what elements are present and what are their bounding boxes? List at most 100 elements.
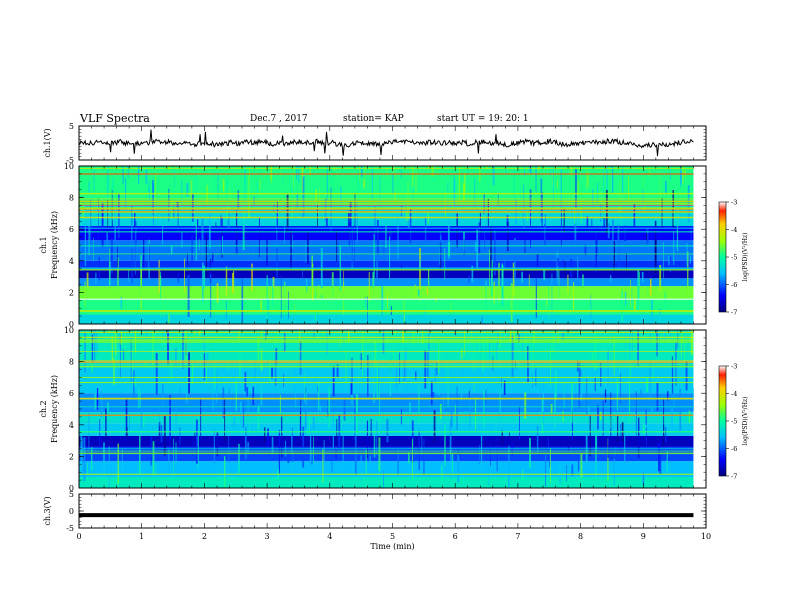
spectrogram-line — [79, 216, 694, 219]
spectrogram-streak — [308, 418, 311, 435]
spectrogram-streak — [625, 330, 626, 363]
spectrogram-streak — [680, 171, 682, 184]
spectrogram-streak — [203, 265, 206, 289]
spectrogram-streak — [186, 391, 188, 404]
spectrogram-streak — [522, 470, 524, 483]
spectrogram-streak — [436, 362, 438, 376]
spectrogram-streak — [431, 166, 434, 177]
spectrogram-streak — [577, 180, 580, 195]
spectrogram-streak — [423, 438, 425, 476]
spectrogram-streak — [683, 341, 686, 365]
spectrogram-streak — [557, 179, 558, 189]
date-label: Dec.7 , 2017 — [250, 114, 308, 124]
spectrogram-streak — [376, 353, 379, 399]
spectrogram-streak — [119, 334, 122, 378]
spectrogram-streak — [292, 234, 293, 250]
spectrogram-streak — [562, 332, 564, 341]
spectrogram-streak — [201, 217, 204, 256]
spectrogram-streak — [671, 356, 673, 394]
spectrogram-streak — [463, 183, 465, 202]
spectrogram-streak — [686, 243, 688, 266]
spectrogram-streak — [205, 235, 207, 277]
y-tick-label: 8 — [69, 194, 74, 203]
spectrogram-streak — [434, 366, 437, 384]
spectrogram-streak — [124, 333, 126, 363]
spectrogram-streak — [132, 370, 135, 399]
spectrogram-streak — [152, 441, 155, 476]
spectrogram-streak — [547, 437, 549, 453]
spectrogram-streak — [237, 190, 240, 210]
spectrogram-streak — [216, 283, 219, 303]
spectrogram-streak — [469, 387, 471, 428]
spectrogram-streak — [399, 352, 400, 384]
spectrogram-streak — [585, 378, 588, 415]
spectrogram-streak — [602, 400, 604, 442]
spectrogram-streak — [631, 288, 633, 305]
spectrogram-streak — [264, 427, 266, 442]
spectrogram-streak — [120, 297, 123, 309]
spectrogram-streak — [343, 270, 344, 292]
spectrogram-streak — [113, 358, 115, 385]
spectrogram-streak — [280, 166, 282, 177]
spectrogram-streak — [624, 291, 627, 306]
spectrogram-streak — [173, 166, 175, 188]
spectrogram-streak — [575, 169, 577, 209]
spectrogram-streak — [455, 330, 457, 338]
spectrogram-streak — [649, 279, 652, 296]
spectrogram-streak — [666, 391, 669, 401]
spectrogram-streak — [656, 382, 659, 412]
spectrogram-streak — [145, 332, 147, 358]
spectrogram-streak — [513, 237, 516, 279]
spectrogram-streak — [354, 436, 357, 476]
spectrogram-streak — [257, 405, 260, 430]
spectrogram-streak — [550, 345, 552, 386]
y-tick-label: 10 — [64, 162, 74, 171]
spectrogram-streak — [223, 456, 226, 488]
spectrogram-streak — [617, 416, 619, 443]
spectrogram-streak — [503, 380, 506, 395]
spectrogram-streak — [654, 239, 657, 274]
spectrogram-streak — [501, 265, 504, 307]
spectrogram-streak — [376, 220, 379, 255]
spectrogram-streak — [646, 427, 647, 453]
spectrogram-streak — [632, 330, 633, 352]
spectrogram-streak — [345, 348, 347, 382]
spectrogram-streak — [612, 166, 614, 194]
spectrogram-streak — [530, 166, 532, 174]
spectrogram-streak — [365, 449, 367, 475]
y-tick-label: 10 — [64, 326, 74, 335]
spectrogram-streak — [394, 191, 396, 203]
spectrogram-streak — [181, 179, 183, 213]
spectrogram-streak — [444, 424, 446, 467]
spectrogram-streak — [319, 188, 320, 206]
spectrogram-streak — [540, 178, 543, 222]
spectrogram-streak — [200, 397, 202, 443]
spectrogram-streak — [307, 231, 309, 265]
spectrogram-streak — [582, 274, 584, 287]
spectrogram-streak — [378, 437, 381, 472]
spectrogram-streak — [603, 166, 605, 196]
spectrogram-streak — [447, 182, 449, 193]
spectrogram-streak — [179, 386, 181, 413]
spectrogram-line — [79, 200, 694, 202]
spectrogram-streak — [690, 224, 692, 243]
spectrogram-streak — [619, 181, 621, 213]
spectrogram-line — [79, 431, 694, 433]
spectrogram-streak — [474, 242, 477, 252]
spectrogram-streak — [88, 214, 90, 256]
spectrogram-streak — [244, 371, 247, 392]
spectrogram-streak — [291, 427, 293, 461]
spectrogram-streak — [504, 259, 506, 268]
spectrogram-streak — [220, 215, 222, 230]
spectrogram-streak — [581, 169, 582, 198]
spectrogram-streak — [663, 398, 665, 444]
spectrogram-streak — [667, 166, 668, 169]
spectrogram-streak — [319, 405, 322, 414]
spectrogram-streak — [456, 386, 458, 431]
spectrogram-streak — [548, 285, 550, 319]
spectrogram-streak — [317, 385, 319, 393]
spectrogram-streak — [571, 464, 574, 476]
y-tick-label: 2 — [69, 452, 74, 461]
spectrogram-streak — [536, 253, 539, 267]
